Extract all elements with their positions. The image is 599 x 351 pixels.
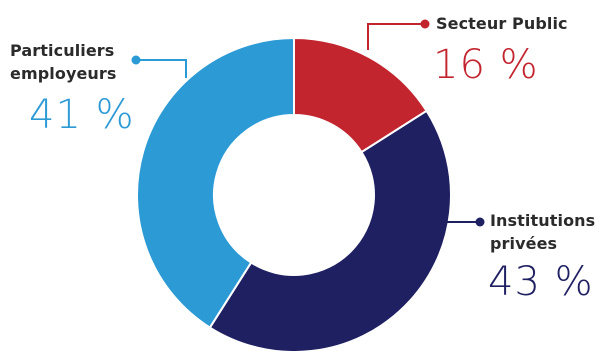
donut-slice-1 — [208, 109, 452, 351]
leader-secteur-public-line — [367, 23, 425, 50]
slice-label-particuliers-line1: Particuliers — [10, 41, 115, 60]
slice-label-secteur-public: Secteur Public — [436, 14, 568, 33]
slice-label-institutions-line1: Institutions — [490, 211, 596, 230]
slice-value-institutions-privees: 43 % — [488, 259, 594, 305]
slice-value-secteur-public: 16 % — [433, 42, 539, 88]
leader-institutions-privees-dot — [475, 217, 485, 227]
leader-secteur-public-dot — [420, 19, 430, 29]
donut-slice-2 — [136, 36, 295, 329]
slice-label-institutions-line2: privées — [490, 234, 558, 253]
leader-lines — [131, 19, 485, 227]
leader-particuliers-employeurs-line — [136, 59, 187, 78]
donut-slice-0 — [293, 36, 428, 154]
slice-value-particuliers-employeurs: 41 % — [29, 92, 135, 138]
slice-label-particuliers-line2: employeurs — [10, 64, 117, 83]
donut-slices — [136, 36, 452, 351]
leader-particuliers-employeurs-dot — [131, 55, 141, 65]
